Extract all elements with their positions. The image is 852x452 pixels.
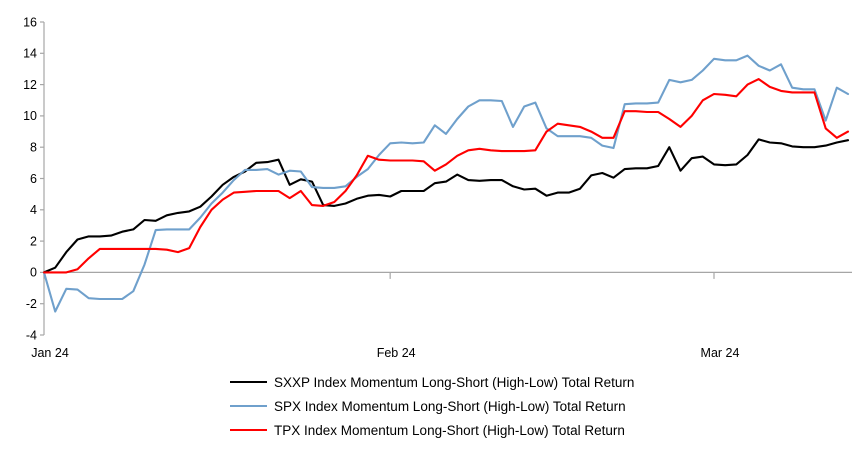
y-tick-label: 14 <box>23 47 37 61</box>
x-tick-label: Feb 24 <box>377 346 416 360</box>
x-tick-label: Mar 24 <box>701 346 740 360</box>
legend-label-sxxp: SXXP Index Momentum Long-Short (High-Low… <box>274 374 635 390</box>
legend-row-spx: SPX Index Momentum Long-Short (High-Low)… <box>230 394 634 418</box>
y-tick-label: 8 <box>30 141 37 155</box>
legend: SXXP Index Momentum Long-Short (High-Low… <box>230 370 634 442</box>
legend-row-tpx: TPX Index Momentum Long-Short (High-Low)… <box>230 418 634 442</box>
y-tick-label: -4 <box>26 328 37 342</box>
x-tick-label: Jan 24 <box>31 346 69 360</box>
y-tick-label: 12 <box>23 78 37 92</box>
series-line-2 <box>42 78 850 274</box>
legend-row-sxxp: SXXP Index Momentum Long-Short (High-Low… <box>230 370 634 394</box>
y-tick-label: 2 <box>30 234 37 248</box>
series-line-0 <box>42 138 850 274</box>
y-tick-label: 4 <box>30 203 37 217</box>
legend-line-sxxp-icon <box>230 381 267 383</box>
y-tick-label: -2 <box>26 297 37 311</box>
y-tick-label: 16 <box>23 15 37 29</box>
legend-label-spx: SPX Index Momentum Long-Short (High-Low)… <box>274 398 626 414</box>
y-tick-label: 6 <box>30 172 37 186</box>
legend-line-tpx-icon <box>230 429 267 431</box>
y-tick-label: 10 <box>23 109 37 123</box>
legend-label-tpx: TPX Index Momentum Long-Short (High-Low)… <box>274 422 625 438</box>
y-tick-label: 0 <box>30 266 37 280</box>
legend-line-spx-icon <box>230 405 267 407</box>
series-line-1 <box>42 54 850 313</box>
